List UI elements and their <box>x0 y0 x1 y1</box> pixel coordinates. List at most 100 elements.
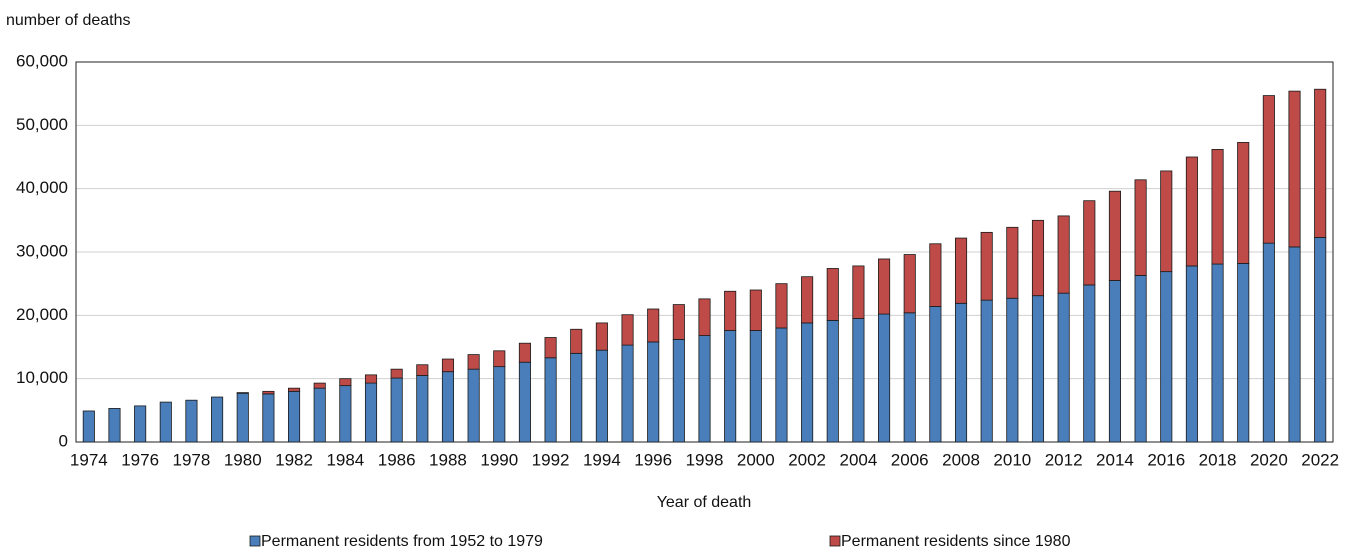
x-tick-label: 2008 <box>942 450 980 469</box>
bar-segment <box>852 265 865 319</box>
bar-segment <box>647 308 660 343</box>
bar-segment <box>467 368 480 443</box>
x-tick-label: 1984 <box>326 450 364 469</box>
bar-segment <box>441 371 455 443</box>
bar-segment <box>441 358 455 373</box>
bar-segment <box>1314 237 1327 443</box>
bar-segment <box>288 390 301 443</box>
bar-segment <box>1185 265 1198 443</box>
bar-segment <box>724 330 737 443</box>
bar-segment <box>236 392 249 443</box>
y-tick-label: 30,000 <box>16 241 68 260</box>
bar-segment <box>878 258 891 315</box>
bar-segment <box>313 387 326 443</box>
x-tick-label: 1996 <box>634 450 672 469</box>
x-axis-label: Year of death <box>657 494 752 511</box>
bar-segment <box>1288 246 1301 443</box>
bar-segment <box>1262 95 1275 244</box>
bar-segment <box>211 396 224 443</box>
bar-segment <box>416 364 429 376</box>
bar-segment <box>108 408 121 443</box>
bar-segment <box>929 306 942 443</box>
bar-segment <box>493 350 506 368</box>
bar-segment <box>570 352 583 443</box>
bar-segment <box>1057 292 1070 443</box>
x-tick-label: 1988 <box>429 450 467 469</box>
legend-swatch <box>829 535 841 547</box>
bar-segment <box>775 327 788 443</box>
bar-segment <box>801 322 814 443</box>
bar-segment <box>390 368 403 379</box>
x-tick-label: 2002 <box>788 450 826 469</box>
x-tick-label: 2014 <box>1096 450 1134 469</box>
legend-swatch <box>249 535 261 547</box>
bar-segment <box>621 344 634 443</box>
bar-segment <box>390 377 403 443</box>
bar-segment <box>1083 200 1096 286</box>
bar-segment <box>724 290 737 331</box>
x-tick-label: 1998 <box>686 450 724 469</box>
legend-label: Permanent residents from 1952 to 1979 <box>261 533 543 550</box>
bar-segment <box>595 322 608 351</box>
bar-segment <box>364 382 378 443</box>
bar-segment <box>903 254 916 314</box>
bar-segment <box>1211 263 1224 443</box>
bar-segment <box>236 392 249 394</box>
bar-segment <box>262 393 275 443</box>
x-tick-label: 2016 <box>1147 450 1185 469</box>
bar-segment <box>749 289 762 331</box>
bar-segment <box>698 335 711 443</box>
bar-segment <box>1134 179 1147 276</box>
x-tick-label: 2006 <box>891 450 929 469</box>
bar-segment <box>1083 284 1096 443</box>
bar-segment <box>929 243 942 307</box>
bar-segment <box>262 390 275 395</box>
bar-segment <box>954 237 968 304</box>
x-tick-label: 2022 <box>1301 450 1339 469</box>
y-tick-label: 40,000 <box>16 178 68 197</box>
bar-segment <box>852 318 865 443</box>
bar-segment <box>1160 170 1173 273</box>
bar-segment <box>775 283 788 329</box>
x-tick-label: 1994 <box>583 450 621 469</box>
bar-segment <box>1057 215 1070 294</box>
x-tick-label: 2012 <box>1045 450 1083 469</box>
y-tick-label: 10,000 <box>16 368 68 387</box>
bar-segment <box>672 304 685 340</box>
x-tick-label: 1980 <box>224 450 262 469</box>
y-tick-label: 0 <box>59 431 68 450</box>
bar-segment <box>878 313 891 443</box>
bar-segment <box>134 405 147 443</box>
bar-segment <box>801 276 814 324</box>
bar-segment <box>339 378 352 387</box>
bar-segment <box>364 374 378 384</box>
bar-segment <box>1108 280 1121 443</box>
bar-segment <box>416 375 429 443</box>
bar-segment <box>980 299 993 443</box>
x-tick-label: 1992 <box>532 450 570 469</box>
bar-segment <box>672 338 685 443</box>
bar-segment <box>159 401 172 443</box>
bar-segment <box>467 354 480 370</box>
bar-segment <box>544 357 557 443</box>
bar-segment <box>1108 190 1121 281</box>
legend-label: Permanent residents since 1980 <box>841 533 1071 550</box>
x-tick-label: 2000 <box>737 450 775 469</box>
bar-segment <box>1237 142 1250 264</box>
bar-segment <box>1031 295 1045 443</box>
x-tick-label: 1990 <box>480 450 518 469</box>
x-tick-label: 2010 <box>993 450 1031 469</box>
y-tick-label: 20,000 <box>16 305 68 324</box>
bar-segment <box>903 312 916 443</box>
bar-segment <box>1237 262 1250 443</box>
x-tick-label: 2004 <box>840 450 878 469</box>
bar-segment <box>1185 156 1198 267</box>
bar-segment <box>313 382 326 389</box>
bar-segment <box>1288 90 1301 248</box>
bar-segment <box>544 337 557 359</box>
bar-segment <box>288 387 301 392</box>
bar-segment <box>570 328 583 354</box>
bar-segment <box>339 385 352 443</box>
x-tick-label: 1978 <box>173 450 211 469</box>
